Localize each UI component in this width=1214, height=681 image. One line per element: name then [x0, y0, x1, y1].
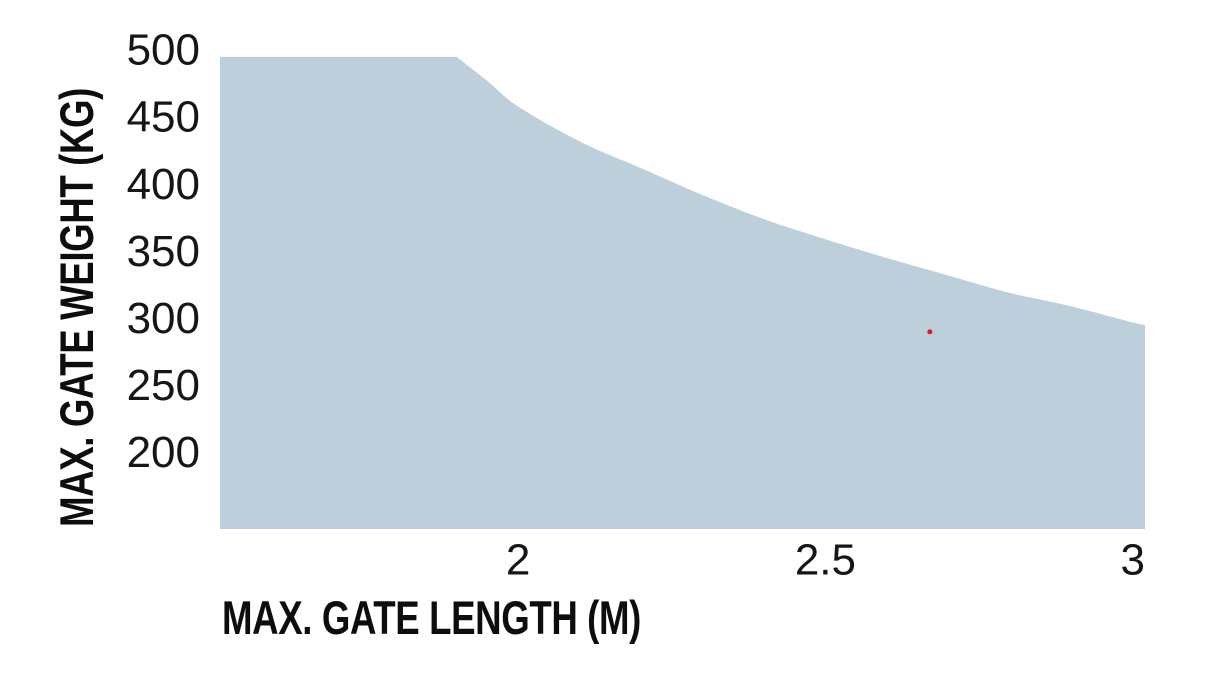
- y-axis-title: MAX. GATE WEIGHT (KG): [51, 88, 103, 527]
- y-tick-label-250: 250: [127, 361, 200, 410]
- capacity-area: [220, 56, 1145, 529]
- x-tick-label-2.5: 2.5: [795, 536, 856, 585]
- y-tick-label-400: 400: [127, 160, 200, 209]
- x-tick-label-2: 2: [506, 536, 530, 585]
- data-point-marker: [927, 329, 933, 335]
- y-tick-label-200: 200: [127, 428, 200, 477]
- x-axis-tick-labels: 2 2.5 3: [506, 536, 1145, 585]
- y-tick-label-450: 450: [127, 93, 200, 142]
- y-tick-label-300: 300: [127, 294, 200, 343]
- capacity-area-layer: [220, 56, 1145, 529]
- y-tick-label-350: 350: [127, 227, 200, 276]
- x-axis-title: MAX. GATE LENGTH (M): [222, 592, 641, 644]
- y-axis-tick-labels: 500 450 400 350 300 250 200: [127, 26, 200, 477]
- y-tick-label-500: 500: [127, 26, 200, 75]
- x-tick-label-3: 3: [1120, 536, 1144, 585]
